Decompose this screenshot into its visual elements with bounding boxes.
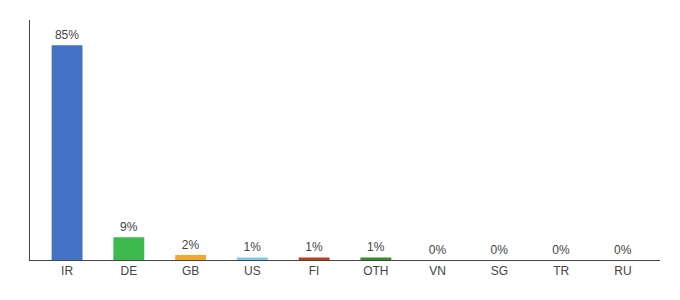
svg-text:TR: TR — [553, 264, 569, 278]
svg-text:SG: SG — [491, 264, 508, 278]
svg-text:1%: 1% — [305, 240, 323, 254]
svg-text:FI: FI — [309, 264, 320, 278]
svg-text:DE: DE — [120, 264, 137, 278]
svg-text:0%: 0% — [429, 243, 447, 257]
svg-text:RU: RU — [614, 264, 631, 278]
svg-text:85%: 85% — [55, 28, 79, 42]
svg-text:1%: 1% — [244, 240, 262, 254]
svg-text:0%: 0% — [614, 243, 632, 257]
svg-text:1%: 1% — [367, 240, 385, 254]
svg-text:0%: 0% — [491, 243, 509, 257]
svg-text:VN: VN — [429, 264, 446, 278]
svg-text:GB: GB — [182, 264, 199, 278]
svg-text:OTH: OTH — [363, 264, 388, 278]
svg-text:0%: 0% — [552, 243, 570, 257]
svg-text:2%: 2% — [182, 238, 200, 252]
svg-text:IR: IR — [61, 264, 73, 278]
svg-text:US: US — [244, 264, 261, 278]
svg-text:9%: 9% — [120, 220, 138, 234]
